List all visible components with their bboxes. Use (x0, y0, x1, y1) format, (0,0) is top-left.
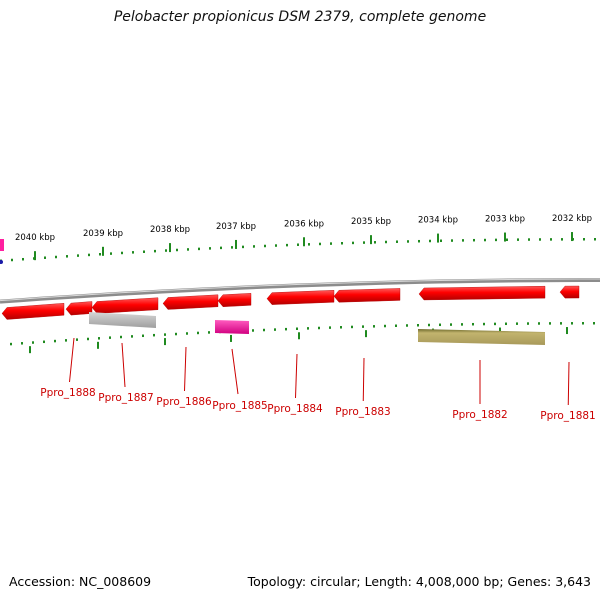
cds-arrow (418, 285, 546, 301)
gene-label: Ppro_1883 (335, 406, 390, 418)
cds-arrow (559, 285, 580, 299)
scale-label: 2038 kbp (150, 225, 190, 235)
cds-arrow (266, 290, 335, 305)
gene-leader-line (184, 346, 187, 392)
genome-backbone (0, 278, 600, 304)
scale-label: 2039 kbp (83, 229, 123, 239)
gene-label: Ppro_1887 (98, 392, 153, 404)
gene-label: Ppro_1884 (267, 403, 323, 415)
gene-label: Ppro_1885 (212, 400, 267, 412)
feature-block-gray (89, 312, 156, 328)
scale-label: 2032 kbp (552, 214, 592, 224)
gene-leader-line (231, 348, 239, 395)
gene-label: Ppro_1882 (452, 409, 507, 421)
gene-leader-line (362, 357, 365, 402)
cds-arrow (1, 303, 65, 320)
feature-marker-blue (0, 260, 3, 264)
feature-block-pink-edge (0, 239, 4, 251)
scale-label: 2036 kbp (284, 219, 324, 229)
gene-leader-line (121, 342, 126, 388)
gene-leader-line (69, 337, 75, 383)
map-title: Pelobacter propionicus DSM 2379, complet… (113, 9, 487, 25)
genome-backbone-highlight (0, 278, 600, 302)
gene-label: Ppro_1881 (540, 410, 595, 422)
cds-arrow (217, 293, 252, 307)
scale-label: 2035 kbp (351, 217, 391, 227)
gene-label: Ppro_1888 (40, 387, 95, 399)
scale-label: 2034 kbp (418, 216, 458, 226)
scale-label: 2040 kbp (15, 233, 55, 243)
feature-block-pink (215, 320, 249, 334)
gene-label: Ppro_1886 (156, 396, 212, 408)
cds-arrow (65, 301, 93, 316)
feature-block-olive (418, 329, 545, 345)
cds-arrow (333, 288, 401, 303)
scale-label: 2033 kbp (485, 215, 525, 225)
genome-summary-text: Topology: circular; Length: 4,008,000 bp… (247, 574, 591, 589)
accession-text: Accession: NC_008609 (9, 574, 152, 589)
gene-leader-line (567, 361, 570, 406)
cds-arrow (162, 294, 219, 310)
gene-leader-line (295, 353, 298, 399)
scale-label: 2037 kbp (216, 222, 256, 232)
cds-arrow (91, 297, 159, 314)
